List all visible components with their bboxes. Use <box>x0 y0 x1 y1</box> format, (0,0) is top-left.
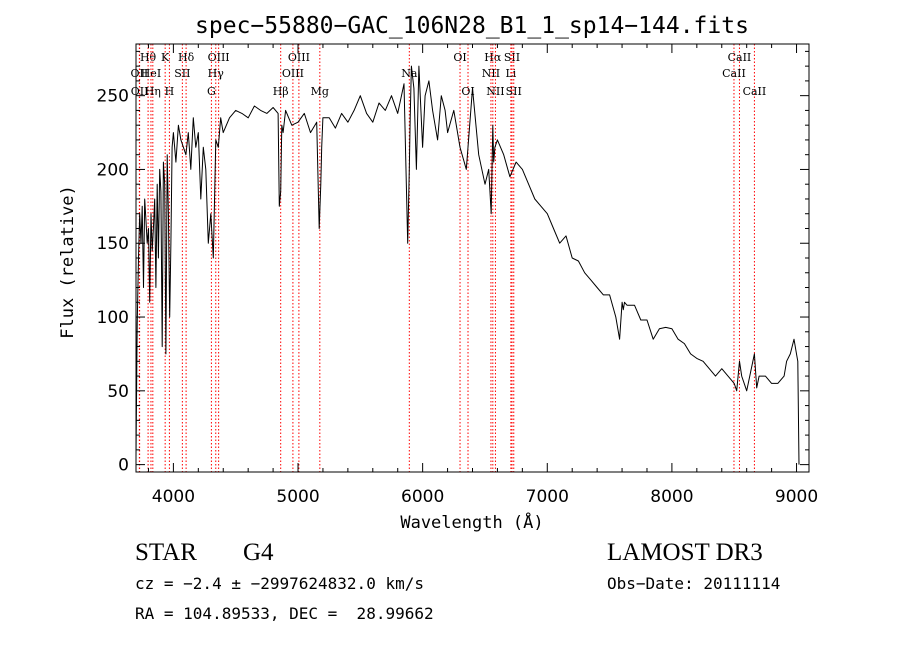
x-axis-label: Wavelength (Å) <box>400 511 543 533</box>
spectral-line-label-24: SII <box>506 85 522 98</box>
y-tick-label-3: 150 <box>97 234 129 254</box>
spectral-line-label-5: K <box>161 51 170 64</box>
spectral-line-label-10: Hγ <box>208 67 225 80</box>
spectral-line-label-23: Li <box>505 67 516 80</box>
spectral-line-label-0: Hθ <box>140 51 157 64</box>
spectral-line-label-7: H <box>165 85 175 98</box>
spectral-line-label-15: Mg <box>311 85 329 98</box>
spectral-line-label-6: SII <box>174 67 190 80</box>
spectral-line-label-3: HeI <box>141 67 161 80</box>
spectral-line-label-4: Hη <box>145 85 161 98</box>
spectral-line-label-26: CaII <box>722 67 746 80</box>
spectral-line-label-16: Na <box>401 67 418 80</box>
axes: 4000 5000 6000 7000 8000 9000 0 50 100 150 200 250 <box>97 44 818 507</box>
x-tick-label-5: 9000 <box>775 487 818 507</box>
spectral-line-label-13: OIII <box>282 67 304 80</box>
x-tick-label-1: 5000 <box>276 487 319 507</box>
sky-coordinates: RA = 104.89533, DEC = 28.99662 <box>135 604 434 623</box>
spectral-line-label-12: OIII <box>288 51 310 64</box>
x-tick-label-0: 4000 <box>152 487 195 507</box>
spectral-line-label-17: OI <box>453 51 466 64</box>
spectral-line-label-25: CaII <box>728 51 752 64</box>
y-tick-label-5: 250 <box>97 87 129 107</box>
survey-name: LAMOST DR3 <box>607 539 763 566</box>
spectral-line-label-18: OI <box>461 85 474 98</box>
spectral-line-label-20: NII <box>482 67 500 80</box>
x-tick-label-2: 6000 <box>401 487 444 507</box>
y-tick-label-1: 50 <box>107 382 129 402</box>
y-tick-label-0: 0 <box>118 456 129 476</box>
spectral-line-label-11: G <box>207 85 216 98</box>
y-axis-label: Flux (relative) <box>58 185 78 339</box>
spectral-line-label-9: OIII <box>208 51 230 64</box>
plot-frame <box>135 43 810 473</box>
spectrum-series <box>135 65 800 465</box>
spectrum-line <box>135 65 800 465</box>
spectral-line-label-22: SII <box>504 51 520 64</box>
observation-date: Obs−Date: 20111114 <box>607 574 781 593</box>
x-tick-label-3: 7000 <box>526 487 569 507</box>
x-tick-label-4: 8000 <box>650 487 693 507</box>
spectral-line-label-19: Hα <box>484 51 502 64</box>
object-subclass: G4 <box>243 539 274 566</box>
y-tick-label-4: 200 <box>97 160 129 180</box>
y-tick-label-2: 100 <box>97 308 129 328</box>
spectral-line-label-14: Hβ <box>273 85 289 98</box>
chart-title: spec−55880−GAC_106N28_B1_1_sp14−144.fits <box>195 13 749 39</box>
redshift-velocity: cz = −2.4 ± −2997624832.0 km/s <box>135 574 424 593</box>
object-class: STAR <box>135 539 197 566</box>
spectral-line-label-27: CaII <box>743 85 767 98</box>
spectral-line-label-2: OII <box>131 85 149 98</box>
spectral-line-label-21: NII <box>486 85 504 98</box>
spectral-line-label-8: Hδ <box>178 51 195 64</box>
